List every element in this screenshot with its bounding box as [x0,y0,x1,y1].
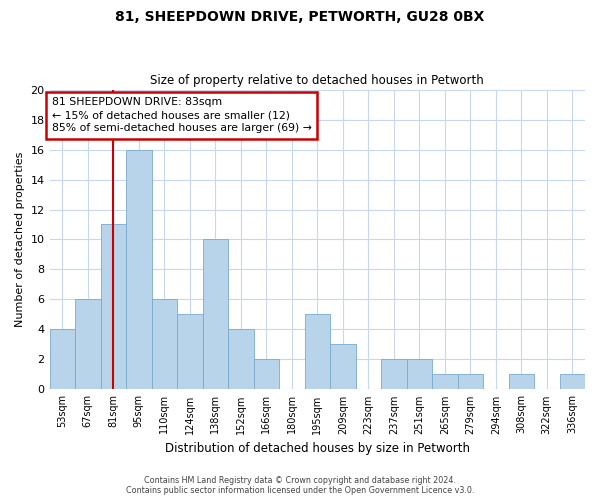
Text: 81 SHEEPDOWN DRIVE: 83sqm
← 15% of detached houses are smaller (12)
85% of semi-: 81 SHEEPDOWN DRIVE: 83sqm ← 15% of detac… [52,97,311,134]
Text: Contains HM Land Registry data © Crown copyright and database right 2024.
Contai: Contains HM Land Registry data © Crown c… [126,476,474,495]
Bar [458,374,483,390]
Bar [126,150,152,390]
X-axis label: Distribution of detached houses by size in Petworth: Distribution of detached houses by size … [165,442,470,455]
Bar [407,360,432,390]
Bar [509,374,534,390]
Bar [381,360,407,390]
Bar [560,374,585,390]
Bar [228,330,254,390]
Bar [254,360,279,390]
Bar [50,330,75,390]
Bar [330,344,356,390]
Title: Size of property relative to detached houses in Petworth: Size of property relative to detached ho… [151,74,484,87]
Bar [203,240,228,390]
Bar [177,314,203,390]
Bar [432,374,458,390]
Y-axis label: Number of detached properties: Number of detached properties [15,152,25,327]
Bar [101,224,126,390]
Bar [152,300,177,390]
Bar [305,314,330,390]
Text: 81, SHEEPDOWN DRIVE, PETWORTH, GU28 0BX: 81, SHEEPDOWN DRIVE, PETWORTH, GU28 0BX [115,10,485,24]
Bar [75,300,101,390]
